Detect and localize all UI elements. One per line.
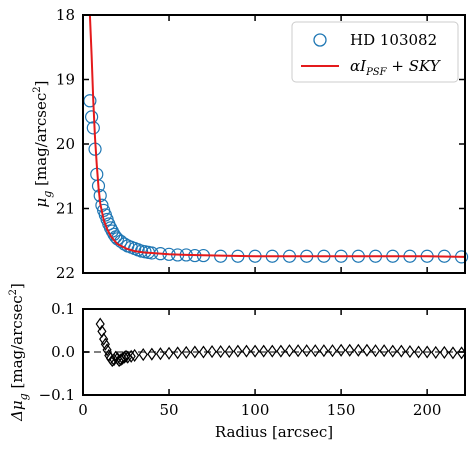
top-ylabel-symbol: μ [32, 198, 50, 208]
residual-point [353, 343, 363, 357]
residual-point [448, 346, 458, 360]
top-plot-area [83, 14, 469, 264]
residual-point [284, 344, 295, 358]
bottom-ylabel: Δμg [mag/arcsec2] [8, 283, 30, 422]
bottom-xlabel: Radius [arcsec] [215, 423, 333, 441]
bottom-ytick-label: 0.1 [51, 300, 75, 318]
residual-point [431, 345, 441, 359]
bottom-ytick-label: 0.0 [51, 343, 75, 361]
residual-point [117, 351, 128, 365]
residual-point [327, 344, 338, 358]
residual-point [138, 348, 148, 362]
top-ytick-label: 19 [56, 71, 75, 89]
top-ytick-label: 21 [56, 200, 75, 218]
bottom-xtick-label: 150 [327, 401, 356, 419]
bottom-xtick-label: 50 [159, 401, 178, 419]
top-ticks: 18 19 20 21 22 [56, 6, 465, 282]
residual-point [259, 344, 269, 358]
top-ylabel-superscript: 2 [32, 86, 43, 92]
residual-point [405, 345, 415, 359]
residual-point [207, 345, 217, 359]
residual-point [293, 344, 303, 358]
top-ytick-label: 22 [56, 264, 75, 282]
residual-point [100, 337, 110, 351]
top-panel: 18 19 20 21 22 μg [mag/arcsec2] HD 103082 αI… [32, 6, 469, 282]
residual-point [102, 343, 112, 357]
residual-point [155, 347, 166, 361]
residual-point [276, 344, 286, 358]
residual-point [370, 344, 381, 358]
residual-point [119, 350, 129, 364]
data-point-hd103082 [85, 110, 99, 124]
residual-point [95, 317, 105, 331]
top-ylabel: μg [mag/arcsec2] [32, 81, 54, 208]
bottom-xtick-label: 200 [413, 401, 442, 419]
residual-point [233, 344, 243, 358]
residual-point [310, 344, 320, 358]
residual-point [107, 354, 117, 368]
residual-point [396, 344, 406, 358]
bottom-xtick-label: 0 [78, 401, 88, 419]
residual-point [362, 343, 372, 357]
bottom-ylabel-symbol: Δμ [8, 400, 26, 422]
top-ylabel-subscript: g [41, 191, 54, 198]
legend-label-hd103082: HD 103082 [350, 31, 437, 49]
residual-point [198, 345, 209, 359]
residual-point [302, 344, 312, 358]
top-ytick-label: 18 [56, 6, 75, 24]
top-ytick-label: 20 [56, 135, 75, 153]
residual-point [250, 344, 260, 358]
residual-point [181, 345, 191, 359]
residual-point [190, 345, 200, 359]
residual-point [439, 345, 449, 359]
residual-point [388, 344, 398, 358]
legend: HD 103082 αIPSF + SKY [291, 21, 459, 83]
model-line-psf-sky [88, 14, 466, 258]
residual-point [99, 332, 109, 346]
residual-point [126, 349, 136, 363]
residual-point [147, 347, 157, 361]
residual-point [413, 345, 424, 359]
data-point-hd103082 [86, 121, 100, 135]
top-ylabel-unit: [mag/arcsec [32, 93, 50, 191]
residual-point [379, 344, 389, 358]
top-ylabel-end: ] [32, 81, 50, 87]
legend-label-model: αIPSF + SKY [350, 57, 442, 78]
bottom-plot-area [83, 317, 467, 368]
residual-point [345, 343, 355, 357]
residual-point [130, 348, 140, 362]
bottom-ylabel-superscript: 2 [8, 289, 19, 295]
bottom-xtick-label: 100 [241, 401, 270, 419]
bottom-panel: 0 50 100 150 200 −0.1 0.0 0.1 Δμg [mag/arcsec2]… [8, 283, 467, 441]
residual-point [422, 345, 432, 359]
residual-point [216, 345, 226, 359]
residual-point [267, 344, 277, 358]
bottom-ylabel-end: ] [8, 283, 26, 289]
bottom-ytick-label: −0.1 [39, 386, 75, 404]
bottom-ylabel-unit: [mag/arcsec [8, 295, 26, 393]
residual-point [319, 344, 329, 358]
bottom-ylabel-subscript: g [17, 393, 30, 400]
residual-point [241, 344, 252, 358]
residual-point [164, 346, 174, 360]
residual-point [336, 343, 346, 357]
legend-marker-hd103082 [313, 33, 327, 47]
residual-point [173, 346, 183, 360]
bottom-ticks: 0 50 100 150 200 −0.1 0.0 0.1 [39, 300, 465, 419]
residual-point [224, 345, 234, 359]
